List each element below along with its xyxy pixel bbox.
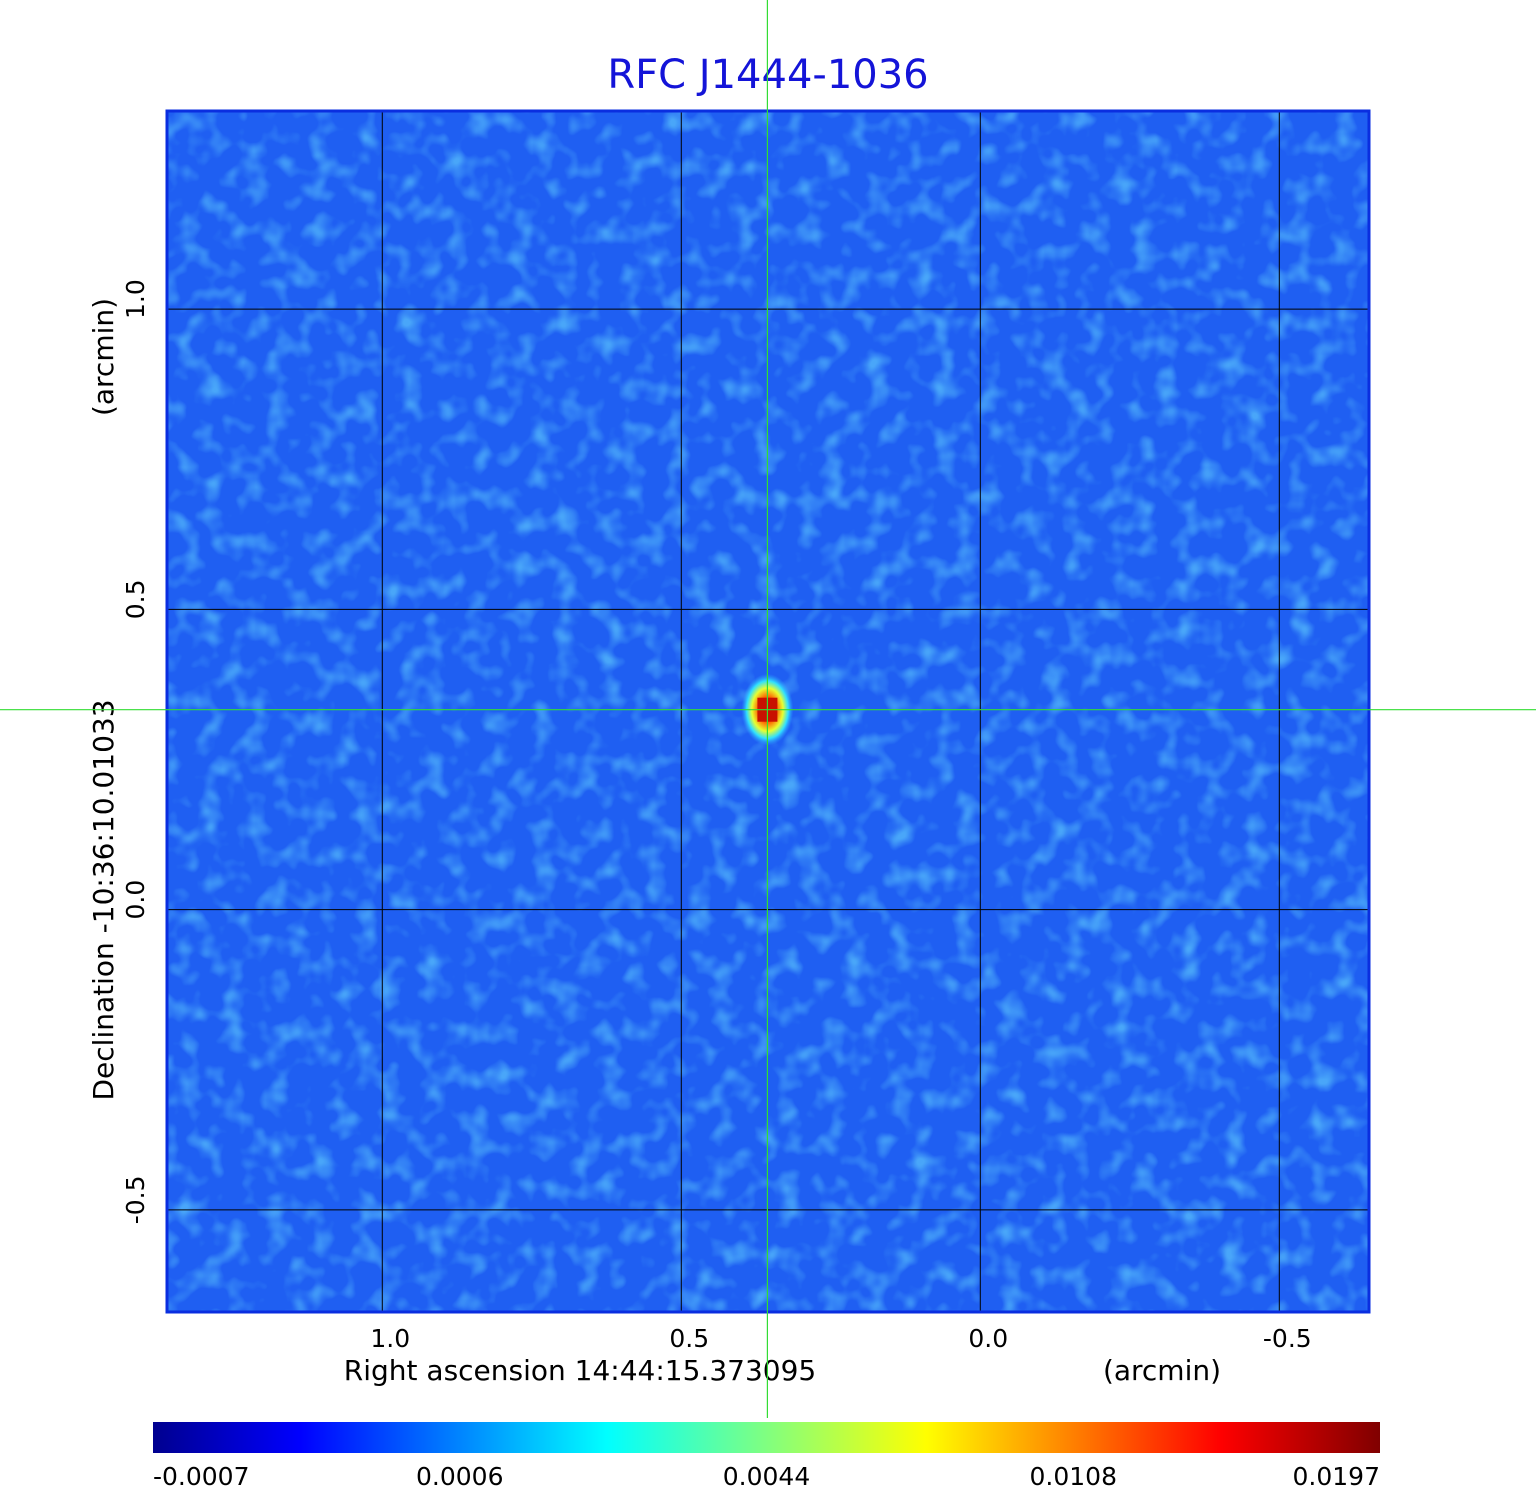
colorbar-tick-label: -0.0007 [153, 1462, 250, 1491]
colorbar-tick-label: 0.0197 [1293, 1462, 1380, 1491]
y-axis-unit: (arcmin) [87, 298, 120, 416]
x-tick-label: -0.5 [1263, 1324, 1312, 1353]
x-tick-label: 0.0 [968, 1324, 1008, 1353]
colorbar-tick-label: 0.0108 [1030, 1462, 1117, 1491]
colorbar-tick-label: 0.0044 [723, 1462, 810, 1491]
x-tick-label: 1.0 [370, 1324, 410, 1353]
x-axis-label: Right ascension 14:44:15.373095 [344, 1354, 816, 1387]
y-axis-label: Declination -10:36:10.01033 [87, 699, 120, 1100]
x-axis-unit: (arcmin) [1103, 1354, 1221, 1387]
y-tick-label: -0.5 [121, 1176, 150, 1225]
colorbar [153, 1422, 1380, 1453]
y-tick-label: 1.0 [121, 279, 150, 319]
y-tick-label: 0.0 [121, 880, 150, 920]
y-tick-label: 0.5 [121, 580, 150, 620]
colorbar-tick-label: 0.0006 [416, 1462, 503, 1491]
x-tick-label: 0.5 [669, 1324, 709, 1353]
